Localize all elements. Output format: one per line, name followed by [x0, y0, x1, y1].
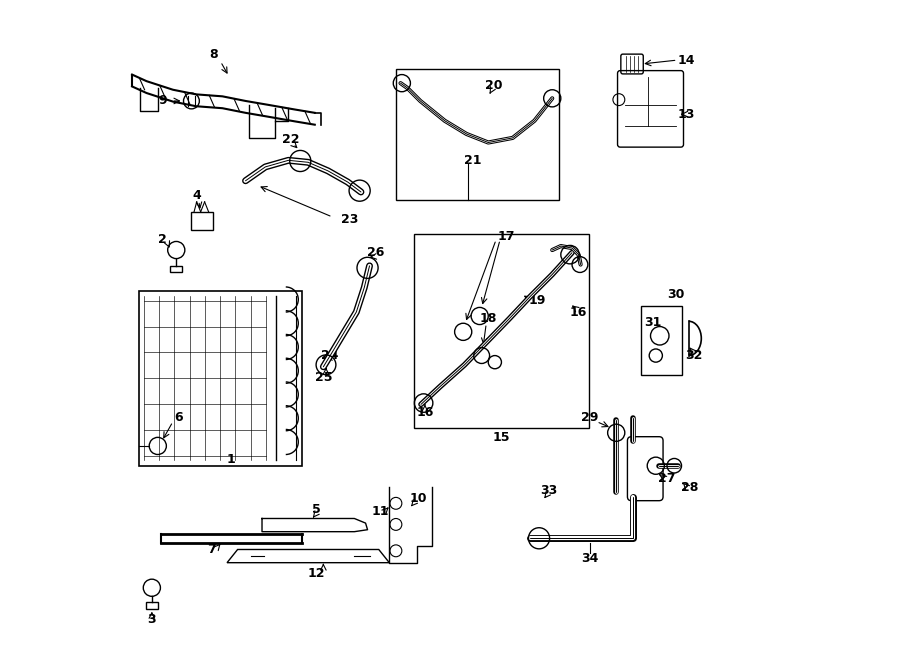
Text: 21: 21	[464, 154, 482, 167]
Text: 16: 16	[416, 407, 434, 420]
Bar	[170, 266, 182, 272]
Text: 34: 34	[581, 551, 598, 564]
Text: 27: 27	[658, 473, 675, 485]
Text: 3: 3	[148, 613, 157, 626]
Text: 16: 16	[570, 305, 588, 319]
Text: 33: 33	[540, 484, 558, 496]
Text: 19: 19	[528, 294, 545, 307]
Text: 29: 29	[581, 411, 598, 424]
Bar	[396, 69, 560, 200]
Text: 17: 17	[498, 230, 516, 243]
Bar	[642, 306, 682, 375]
Bar	[139, 291, 302, 466]
Text: 10: 10	[410, 492, 427, 505]
Bar	[414, 233, 589, 428]
Text: 31: 31	[644, 316, 662, 329]
Text: 9: 9	[158, 95, 167, 108]
Text: 7: 7	[207, 543, 216, 556]
Text: 30: 30	[667, 288, 684, 301]
Text: 14: 14	[678, 54, 695, 67]
Text: 5: 5	[312, 504, 321, 516]
Text: 8: 8	[210, 48, 218, 61]
Text: 24: 24	[321, 349, 338, 362]
Text: 12: 12	[308, 566, 326, 580]
Bar	[146, 602, 158, 609]
Bar	[192, 212, 212, 230]
Text: 25: 25	[315, 371, 332, 385]
Text: 23: 23	[341, 214, 358, 226]
Text: 2: 2	[158, 233, 166, 246]
Text: 13: 13	[678, 108, 695, 121]
Text: 11: 11	[372, 506, 390, 518]
Text: 26: 26	[367, 246, 385, 259]
Text: 18: 18	[480, 312, 497, 325]
Text: 15: 15	[492, 431, 510, 444]
Text: 6: 6	[174, 411, 183, 424]
Text: 32: 32	[686, 349, 703, 362]
Text: 22: 22	[282, 133, 299, 145]
Text: 28: 28	[681, 481, 698, 494]
Text: 4: 4	[193, 189, 201, 202]
Text: 1: 1	[227, 453, 236, 465]
Text: 20: 20	[485, 79, 502, 92]
